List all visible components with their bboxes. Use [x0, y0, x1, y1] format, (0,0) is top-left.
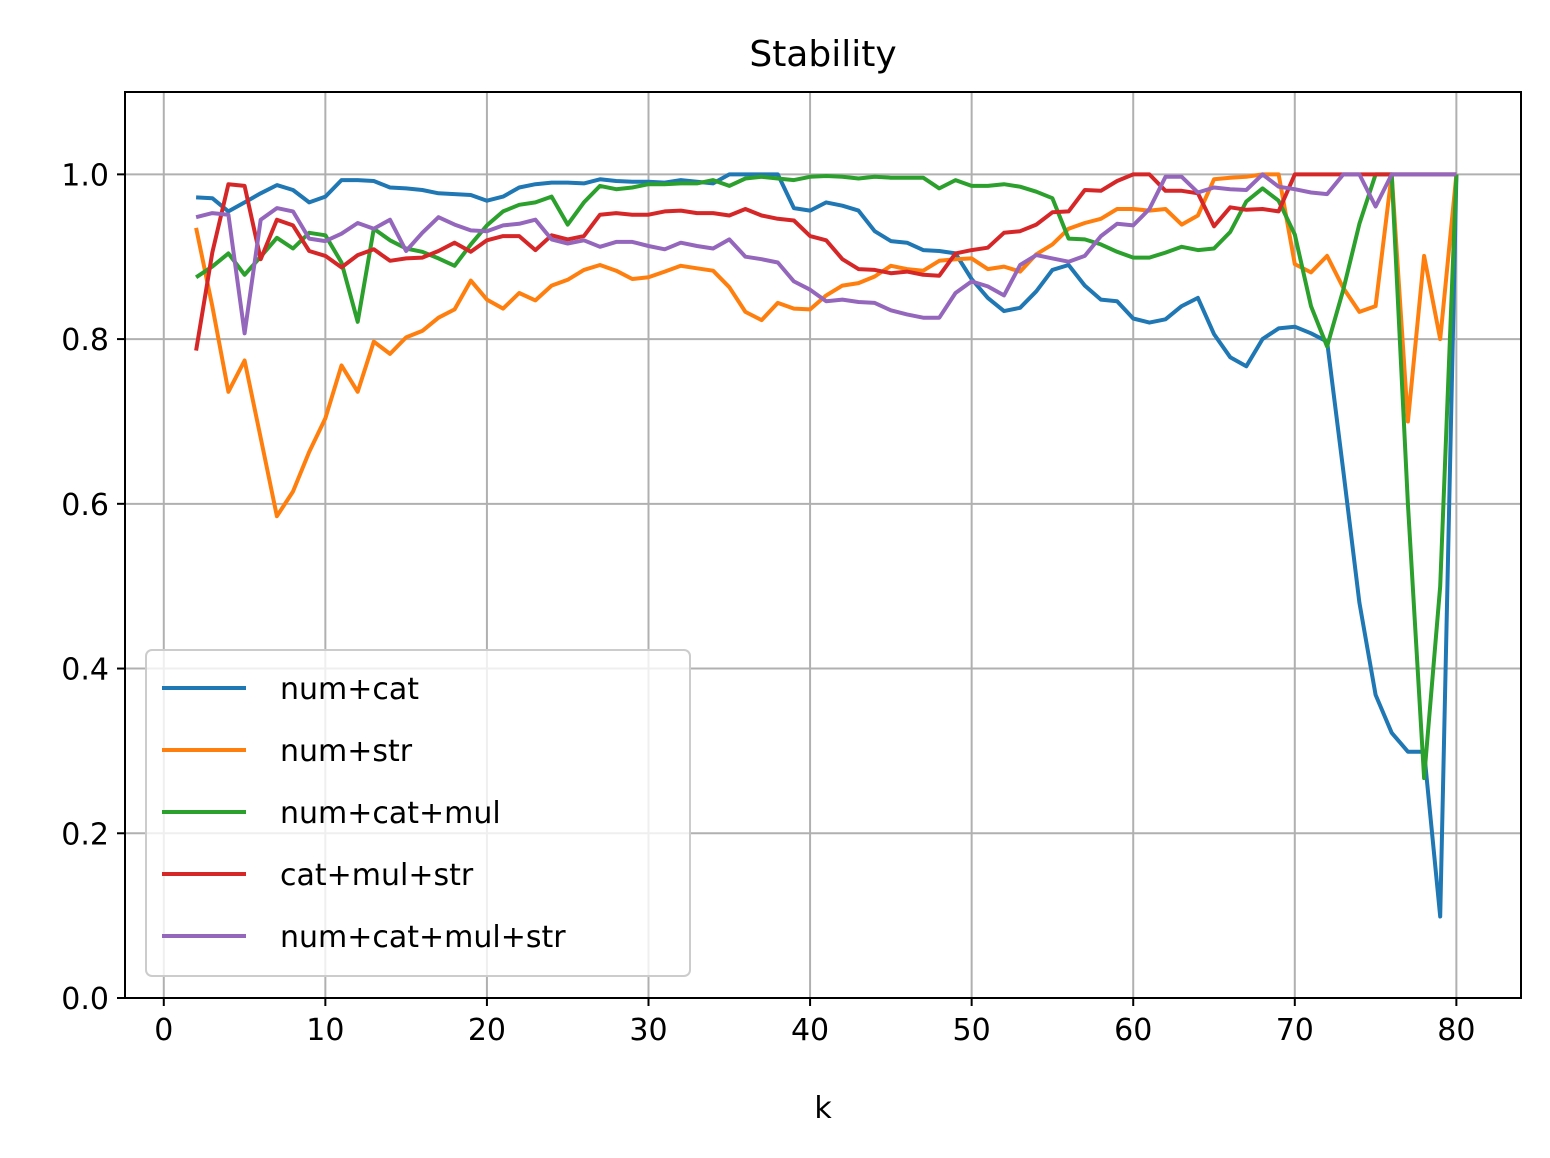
x-tick-label: 40 [791, 1013, 829, 1048]
x-axis-label: k [814, 1091, 832, 1126]
legend-label: num+cat+mul [280, 796, 501, 831]
x-tick-label: 50 [953, 1013, 991, 1048]
x-tick-label: 0 [154, 1013, 173, 1048]
legend-box [145, 649, 691, 977]
x-tick-label: 70 [1276, 1013, 1314, 1048]
series-line-num-str [194, 172, 1459, 519]
legend-label: num+str [280, 734, 413, 769]
y-tick-label: 0.4 [61, 653, 109, 688]
y-tick-label: 1.0 [61, 158, 109, 193]
series-line-num-cat [196, 172, 1459, 919]
x-tick-label: 20 [468, 1013, 506, 1048]
axis-ticks: 0 10 20 30 40 50 60 70 80 0.0 0.2 0.4 0.6 0.8 1.0 [61, 158, 1475, 1048]
legend-label: cat+mul+str [280, 858, 474, 893]
x-tick-label: 60 [1114, 1013, 1152, 1048]
legend-label: num+cat+mul+str [280, 920, 566, 955]
legend: num+cat num+str num+cat+mul cat+mul+str num+… [145, 649, 691, 977]
y-tick-label: 0.0 [61, 982, 109, 1017]
y-tick-label: 0.2 [61, 817, 109, 852]
chart-title: Stability [749, 34, 896, 75]
series-line-cat-mul-str [194, 172, 1457, 351]
series-lines [194, 172, 1459, 919]
legend-label: num+cat [280, 672, 419, 707]
x-tick-label: 30 [629, 1013, 667, 1048]
y-tick-label: 0.8 [61, 323, 109, 358]
x-tick-label: 80 [1437, 1013, 1475, 1048]
series-line-num-cat-mul-str [195, 172, 1457, 336]
plot-frame [124, 91, 1522, 999]
x-tick-label: 10 [306, 1013, 344, 1048]
y-tick-label: 0.6 [61, 488, 109, 523]
